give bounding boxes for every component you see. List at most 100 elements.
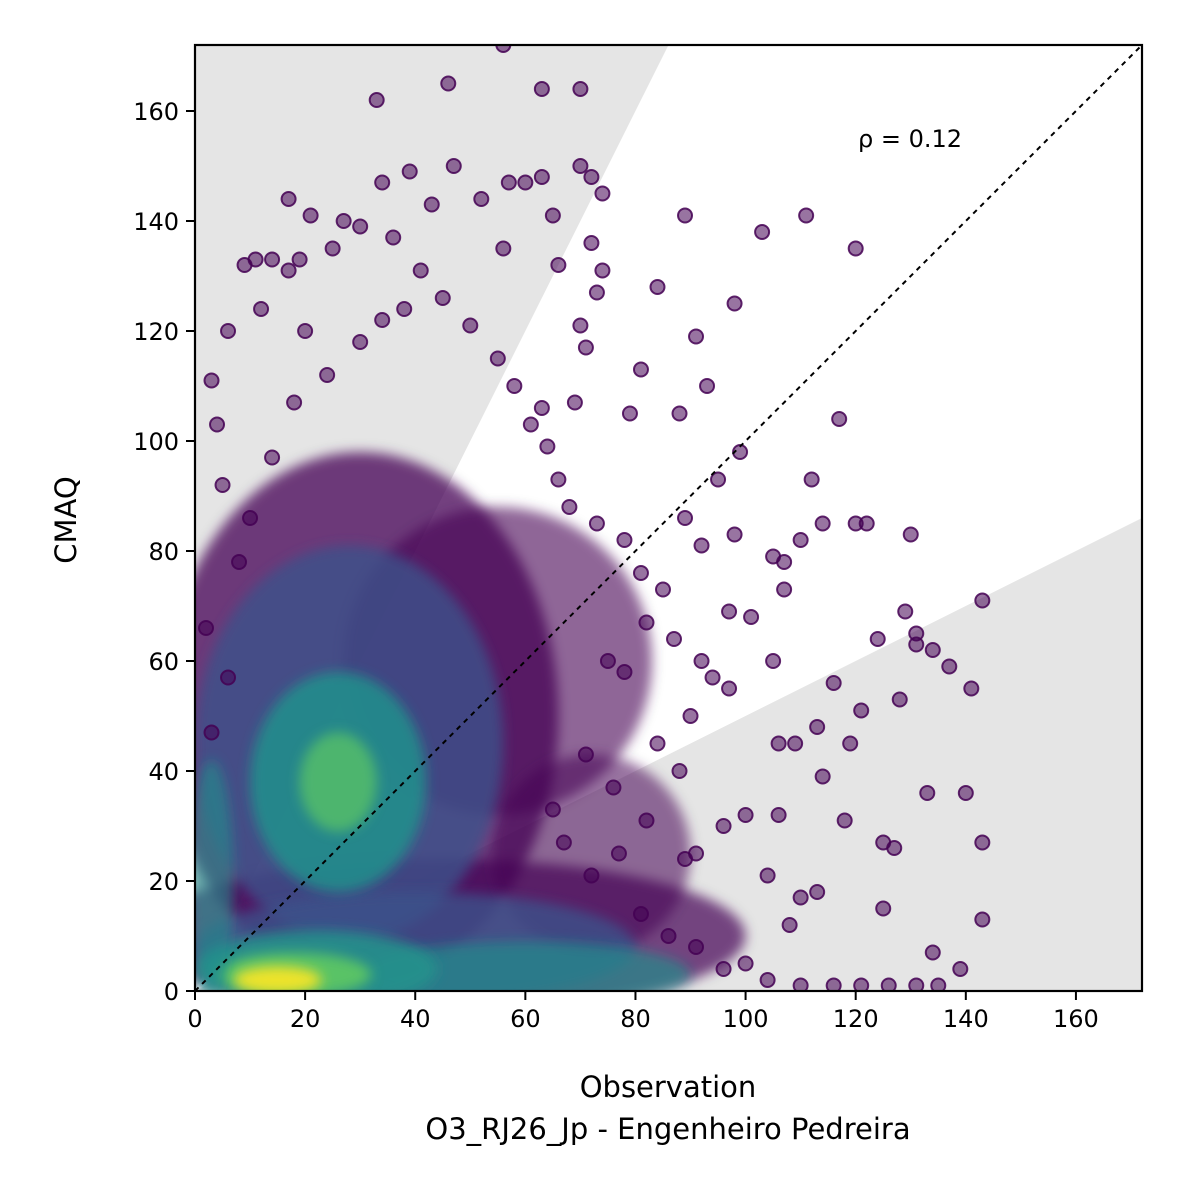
data-point-149 bbox=[198, 620, 215, 636]
data-point-120 bbox=[638, 812, 655, 829]
data-point-11 bbox=[517, 174, 534, 191]
data-point-142 bbox=[280, 262, 297, 279]
data-point-61 bbox=[897, 603, 914, 620]
data-point-4 bbox=[368, 92, 385, 108]
data-point-100 bbox=[677, 851, 694, 867]
data-point-119 bbox=[605, 779, 622, 796]
data-point-57 bbox=[974, 592, 991, 609]
data-point-134 bbox=[506, 378, 523, 394]
data-point-38 bbox=[632, 361, 649, 378]
data-point-129 bbox=[632, 565, 649, 581]
data-point-85 bbox=[792, 977, 809, 991]
data-point-89 bbox=[688, 939, 705, 955]
data-point-137 bbox=[434, 290, 451, 306]
data-point-53 bbox=[693, 537, 710, 554]
data-point-17 bbox=[335, 213, 352, 229]
data-point-37 bbox=[577, 339, 594, 356]
data-point-20 bbox=[677, 207, 694, 224]
data-point-12 bbox=[374, 174, 391, 191]
data-point-75 bbox=[974, 834, 991, 851]
x-axis-sublabel: O3_RJ26_Jp - Engenheiro Pedreira bbox=[425, 1112, 910, 1146]
data-point-40 bbox=[699, 378, 716, 394]
data-point-124 bbox=[544, 801, 561, 818]
density-blob-6 bbox=[360, 941, 691, 991]
data-point-122 bbox=[583, 867, 600, 884]
data-point-10 bbox=[500, 174, 517, 191]
data-point-152 bbox=[242, 510, 259, 526]
x-tick-label-6: 120 bbox=[833, 1005, 879, 1033]
data-point-47 bbox=[803, 471, 820, 488]
data-point-25 bbox=[495, 240, 512, 257]
data-point-108 bbox=[666, 631, 683, 647]
data-point-65 bbox=[963, 680, 980, 697]
y-tick-label-2: 40 bbox=[148, 758, 179, 786]
data-point-67 bbox=[853, 702, 870, 719]
data-point-94 bbox=[781, 917, 798, 933]
data-point-51 bbox=[902, 526, 919, 543]
y-tick-label-6: 120 bbox=[133, 318, 179, 346]
data-point-156 bbox=[352, 334, 369, 350]
data-point-7 bbox=[401, 163, 418, 180]
data-point-105 bbox=[765, 653, 782, 669]
data-point-63 bbox=[891, 691, 908, 708]
data-point-15 bbox=[280, 191, 297, 207]
data-point-22 bbox=[847, 240, 864, 257]
x-tick-label-2: 40 bbox=[400, 1005, 431, 1033]
y-tick-label-3: 60 bbox=[148, 648, 179, 676]
x-tick-label-1: 20 bbox=[290, 1005, 321, 1033]
y-tick-label-1: 20 bbox=[148, 868, 179, 896]
data-point-28 bbox=[264, 251, 281, 268]
data-point-153 bbox=[264, 449, 281, 466]
data-point-5 bbox=[445, 158, 462, 174]
data-point-96 bbox=[759, 867, 776, 884]
data-point-16 bbox=[423, 196, 440, 213]
plot-frame bbox=[193, 43, 1144, 993]
data-point-147 bbox=[214, 477, 231, 493]
data-point-78 bbox=[924, 944, 941, 961]
data-point-102 bbox=[787, 735, 804, 752]
data-point-52 bbox=[677, 510, 694, 526]
density-blob-12 bbox=[195, 760, 234, 991]
y-tick-label-5: 100 bbox=[133, 428, 179, 456]
data-point-97 bbox=[737, 807, 754, 823]
data-point-77 bbox=[974, 911, 991, 928]
data-point-98 bbox=[715, 818, 732, 834]
data-point-151 bbox=[203, 724, 220, 741]
data-point-106 bbox=[721, 680, 738, 697]
data-point-68 bbox=[842, 735, 859, 752]
x-tick-label-5: 100 bbox=[723, 1005, 769, 1033]
data-point-117 bbox=[649, 735, 666, 752]
data-point-110 bbox=[704, 669, 721, 686]
data-point-31 bbox=[550, 257, 567, 273]
data-point-111 bbox=[721, 603, 738, 620]
data-point-83 bbox=[853, 977, 870, 991]
data-point-54 bbox=[792, 532, 809, 548]
y-tick-label-4: 80 bbox=[148, 538, 179, 566]
data-point-145 bbox=[203, 372, 220, 389]
density-blob-8 bbox=[299, 732, 377, 832]
y-tick-label-7: 140 bbox=[133, 208, 179, 236]
data-point-59 bbox=[869, 631, 886, 647]
data-point-143 bbox=[253, 301, 270, 317]
data-point-131 bbox=[561, 499, 578, 515]
data-point-86 bbox=[759, 972, 776, 988]
data-point-64 bbox=[908, 636, 925, 653]
data-point-42 bbox=[621, 405, 638, 422]
data-point-14 bbox=[473, 191, 490, 207]
data-point-82 bbox=[880, 977, 897, 991]
data-point-133 bbox=[522, 416, 539, 433]
data-point-159 bbox=[297, 323, 314, 339]
data-point-157 bbox=[374, 312, 391, 328]
identity-reference-line bbox=[195, 45, 1142, 991]
data-point-71 bbox=[919, 785, 936, 801]
data-point-88 bbox=[715, 961, 732, 977]
data-point-95 bbox=[809, 884, 826, 900]
data-point-144 bbox=[220, 323, 237, 339]
data-point-103 bbox=[809, 719, 826, 735]
data-point-30 bbox=[594, 262, 611, 279]
data-point-136 bbox=[462, 317, 479, 334]
data-point-112 bbox=[743, 609, 760, 625]
x-tick-label-7: 140 bbox=[943, 1005, 989, 1033]
data-point-72 bbox=[957, 785, 974, 801]
data-point-3 bbox=[572, 81, 589, 97]
